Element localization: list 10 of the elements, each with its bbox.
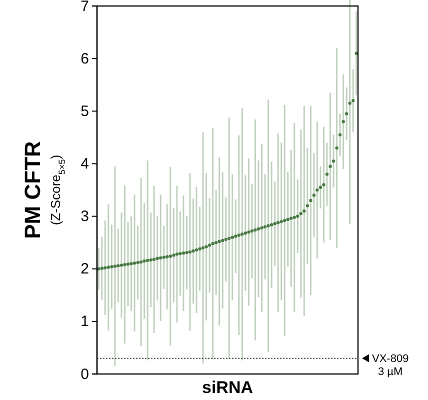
- y-tick-label: 3: [80, 208, 89, 226]
- ref-line-label: VX-809 3 µM: [372, 353, 409, 378]
- y-tick-label: 0: [80, 366, 89, 383]
- x-axis-title: siRNA: [202, 378, 254, 397]
- y-tick-label: 5: [80, 102, 89, 120]
- y-tick-label: 4: [80, 156, 89, 173]
- y-tick-label: 1: [80, 313, 89, 330]
- y-tick-label: 7: [80, 0, 89, 15]
- y-tick-label: 2: [80, 260, 89, 278]
- y-tick-label: 6: [80, 50, 89, 68]
